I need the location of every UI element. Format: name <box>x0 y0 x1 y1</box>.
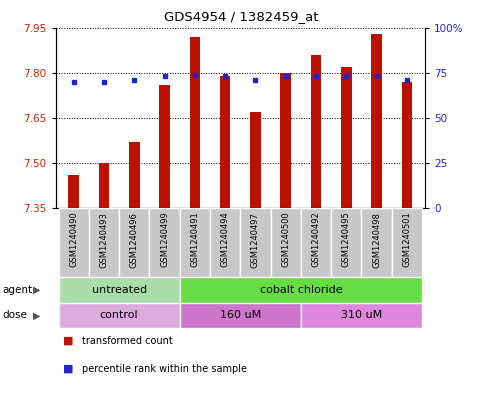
Text: 160 uM: 160 uM <box>220 310 261 320</box>
Text: ■: ■ <box>63 336 73 346</box>
Text: dose: dose <box>2 310 28 320</box>
Bar <box>89 208 119 277</box>
Bar <box>220 76 230 208</box>
Text: control: control <box>100 310 139 320</box>
Text: GSM1240491: GSM1240491 <box>190 212 199 268</box>
Text: GSM1240496: GSM1240496 <box>130 212 139 268</box>
Text: GSM1240497: GSM1240497 <box>251 212 260 268</box>
Text: GDS4954 / 1382459_at: GDS4954 / 1382459_at <box>164 10 319 23</box>
Bar <box>301 208 331 277</box>
Text: ▶: ▶ <box>32 285 40 295</box>
Bar <box>180 277 422 303</box>
Bar <box>392 208 422 277</box>
Bar <box>99 163 109 208</box>
Text: agent: agent <box>2 285 32 295</box>
Text: GSM1240498: GSM1240498 <box>372 212 381 268</box>
Bar <box>58 303 180 328</box>
Bar <box>371 33 382 208</box>
Text: GSM1240499: GSM1240499 <box>160 212 169 268</box>
Bar <box>180 208 210 277</box>
Bar <box>159 85 170 208</box>
Text: GSM1240501: GSM1240501 <box>402 212 412 268</box>
Bar <box>129 142 140 208</box>
Text: GSM1240490: GSM1240490 <box>69 212 78 268</box>
Bar <box>331 208 361 277</box>
Text: GSM1240494: GSM1240494 <box>221 212 229 268</box>
Bar <box>270 208 301 277</box>
Text: ▶: ▶ <box>32 310 40 320</box>
Bar <box>210 208 241 277</box>
Text: GSM1240492: GSM1240492 <box>312 212 321 268</box>
Text: GSM1240493: GSM1240493 <box>99 212 109 268</box>
Bar <box>341 67 352 208</box>
Bar <box>281 73 291 208</box>
Bar <box>149 208 180 277</box>
Bar <box>58 277 180 303</box>
Bar <box>58 208 89 277</box>
Text: 310 uM: 310 uM <box>341 310 382 320</box>
Bar <box>119 208 149 277</box>
Bar <box>361 208 392 277</box>
Text: percentile rank within the sample: percentile rank within the sample <box>82 364 247 373</box>
Bar <box>241 208 270 277</box>
Text: transformed count: transformed count <box>82 336 173 346</box>
Text: GSM1240495: GSM1240495 <box>342 212 351 268</box>
Bar <box>311 55 321 208</box>
Bar <box>69 175 79 208</box>
Bar <box>180 303 301 328</box>
Text: untreated: untreated <box>92 285 147 295</box>
Bar <box>401 82 412 208</box>
Text: GSM1240500: GSM1240500 <box>281 212 290 268</box>
Text: ■: ■ <box>63 364 73 373</box>
Text: cobalt chloride: cobalt chloride <box>259 285 342 295</box>
Bar <box>189 37 200 208</box>
Bar <box>301 303 422 328</box>
Bar <box>250 112 261 208</box>
